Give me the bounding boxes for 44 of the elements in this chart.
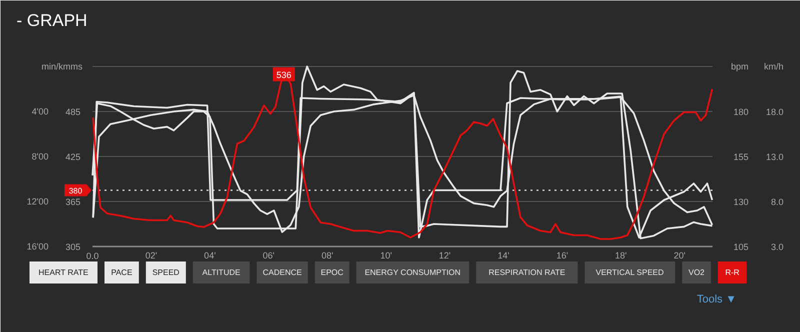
x-tick-label: 20' bbox=[674, 250, 686, 260]
text: 16'00 bbox=[26, 242, 49, 252]
y3-axis-title: km/h bbox=[764, 62, 784, 72]
text: HEART RATE bbox=[38, 268, 88, 277]
text: Tools ▼ bbox=[696, 294, 736, 306]
x-tick-label: 08' bbox=[321, 250, 334, 260]
x-tick-label: 02' bbox=[145, 250, 158, 260]
y2-tick-label: 130 bbox=[733, 197, 749, 207]
text: SPEED bbox=[152, 268, 180, 277]
text: R-R bbox=[725, 268, 740, 277]
text: VERTICAL SPEED bbox=[596, 268, 664, 277]
y2-tick-label: 155 bbox=[733, 152, 749, 162]
y3-tick-label: 18.0 bbox=[766, 107, 784, 117]
y3-tick-label: 3.0 bbox=[770, 242, 784, 252]
x-tick-label: 10' bbox=[380, 250, 392, 260]
y-axis-title: min/kmms bbox=[42, 62, 83, 72]
text: ALTITUDE bbox=[202, 268, 240, 277]
text: 4'00 bbox=[32, 106, 48, 116]
x-tick-label: 12' bbox=[438, 250, 451, 260]
text: CADENCE bbox=[262, 268, 302, 277]
text: ENERGY CONSUMPTION bbox=[364, 268, 461, 277]
x-tick-label: 0.0 bbox=[86, 251, 99, 261]
text: PACE bbox=[111, 268, 132, 277]
y-tick-label: 425 bbox=[65, 152, 81, 162]
text: 8'00 bbox=[32, 152, 48, 162]
y3-tick-label: 8.0 bbox=[770, 197, 784, 207]
y2-tick-label: 180 bbox=[733, 107, 749, 117]
chart-title: - GRAPH bbox=[16, 11, 88, 30]
text: 12'00 bbox=[26, 196, 49, 206]
x-tick-label: 14' bbox=[498, 250, 510, 260]
y-tick-label: 485 bbox=[65, 107, 81, 117]
text: RESPIRATION RATE bbox=[488, 268, 566, 277]
y-tick-label: 365 bbox=[65, 197, 81, 207]
y2-axis-title: bpm bbox=[730, 62, 749, 72]
ref-line-label: 380 bbox=[68, 186, 83, 196]
y2-tick-label: 105 bbox=[733, 242, 749, 252]
x-tick-label: 06' bbox=[262, 250, 275, 260]
x-tick-label: 18' bbox=[615, 250, 628, 260]
y-tick-label: 305 bbox=[65, 242, 81, 252]
y3-tick-label: 13.0 bbox=[766, 152, 784, 162]
x-tick-label: 04' bbox=[204, 250, 216, 260]
text: VO2 bbox=[688, 268, 706, 277]
x-tick-label: 16' bbox=[556, 250, 568, 260]
text: EPOC bbox=[320, 268, 344, 277]
